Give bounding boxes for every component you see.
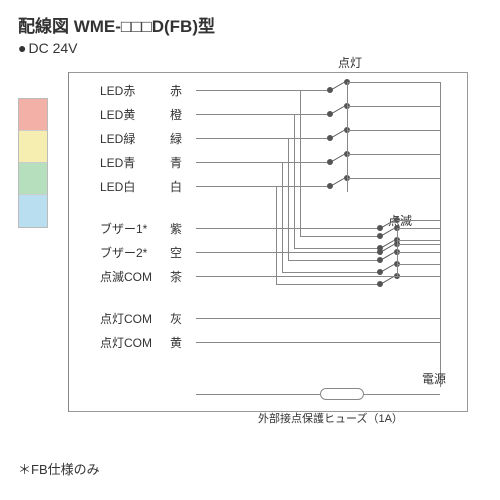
wire-color: 緑 — [162, 130, 190, 147]
wire-h — [384, 394, 440, 395]
wire-h — [347, 82, 440, 83]
wire-v — [288, 138, 289, 260]
power-label: 電源 — [422, 370, 446, 387]
wire-h — [300, 236, 380, 237]
wire-name: LED赤 — [100, 82, 162, 99]
wire-h — [397, 252, 440, 253]
wire-name: LED黄 — [100, 106, 162, 123]
footnote: ＊FB仕様のみ — [18, 459, 100, 478]
wire-v — [282, 162, 283, 272]
wire-color: 青 — [162, 154, 190, 171]
wire-h — [196, 228, 380, 229]
wire-h — [196, 138, 330, 139]
fuse-label: 外部接点保護ヒューズ（1A） — [258, 410, 403, 426]
wire-v — [68, 72, 69, 412]
wire-row: 点灯COM黄 — [100, 330, 190, 354]
wire-h — [196, 394, 300, 395]
wire-row: LED青青 — [100, 150, 190, 174]
wire-row: LED緑緑 — [100, 126, 190, 150]
wire-h — [397, 240, 440, 241]
wire-color: 黄 — [162, 334, 190, 351]
tower-seg — [19, 195, 47, 227]
wire-color: 紫 — [162, 220, 190, 237]
wire-name: 点灯COM — [100, 334, 162, 351]
wire-row: 点滅COM茶 — [100, 264, 190, 288]
wire-row: ブザー1*紫 — [100, 216, 190, 240]
wire-name: 点滅COM — [100, 268, 162, 285]
fuse — [300, 388, 384, 400]
wire-h — [347, 130, 440, 131]
wire-h — [282, 272, 380, 273]
wire-color: 赤 — [162, 82, 190, 99]
wire-row: LED赤赤 — [100, 78, 190, 102]
wire-h — [397, 228, 440, 229]
wire-h — [347, 154, 440, 155]
wire-h — [196, 162, 330, 163]
wire-h — [196, 342, 440, 343]
wire-color: 空 — [162, 244, 190, 261]
wire-name: LED青 — [100, 154, 162, 171]
wire-v — [347, 82, 348, 192]
wire-h — [347, 178, 440, 179]
wire-v — [440, 82, 441, 387]
wire-name: LED緑 — [100, 130, 162, 147]
wire-name: 点灯COM — [100, 310, 162, 327]
tower-seg — [19, 99, 47, 131]
wire-labels: LED赤赤LED黄橙LED緑緑LED青青LED白白 ブザー1*紫ブザー2*空点滅… — [100, 78, 190, 354]
wire-row: ブザー2*空 — [100, 240, 190, 264]
wire-v — [276, 186, 277, 284]
wire-h — [276, 284, 380, 285]
wire-name: LED白 — [100, 178, 162, 195]
wire-h — [294, 248, 380, 249]
wire-h — [397, 244, 440, 245]
wire-row: LED黄橙 — [100, 102, 190, 126]
wire-h — [196, 252, 380, 253]
tower-seg — [19, 163, 47, 195]
wire-row: 点灯COM灰 — [100, 306, 190, 330]
wire-color: 白 — [162, 178, 190, 195]
wire-h — [196, 114, 330, 115]
wire-h — [347, 106, 440, 107]
wire-h — [196, 318, 440, 319]
wire-color: 橙 — [162, 106, 190, 123]
wire-row: LED白白 — [100, 174, 190, 198]
voltage-label: DC 24V — [18, 40, 78, 56]
wire-h — [196, 186, 330, 187]
wire-h — [380, 276, 397, 277]
wire-h — [397, 264, 440, 265]
signal-tower — [18, 98, 48, 228]
diagram-title: 配線図 WME-□□□D(FB)型 — [18, 12, 215, 37]
tower-seg — [19, 131, 47, 163]
wire-h — [397, 220, 440, 221]
wire-color: 茶 — [162, 268, 190, 285]
wire-h — [288, 260, 380, 261]
wire-name: ブザー1* — [100, 220, 162, 237]
wire-h — [196, 276, 380, 277]
switch-label-lit: 点灯 — [338, 54, 362, 71]
wire-v — [300, 90, 301, 236]
wire-color: 灰 — [162, 310, 190, 327]
wire-name: ブザー2* — [100, 244, 162, 261]
wire-h — [397, 276, 440, 277]
wire-h — [196, 90, 330, 91]
